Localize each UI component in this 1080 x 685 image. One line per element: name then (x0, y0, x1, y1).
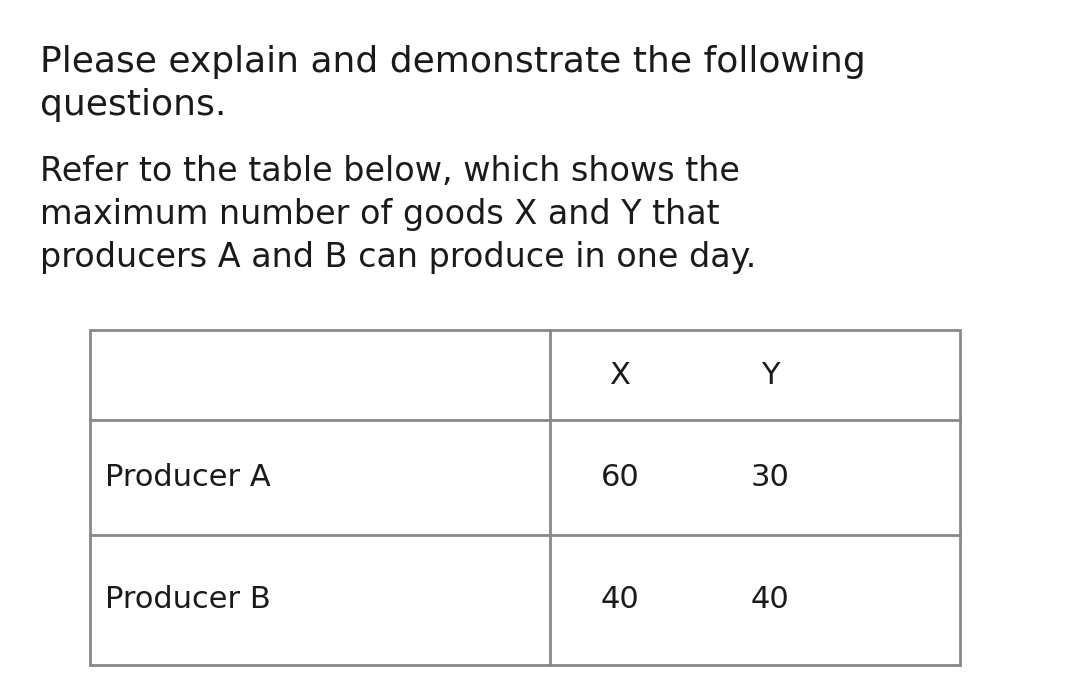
Text: 30: 30 (751, 463, 789, 492)
Text: producers A and B can produce in one day.: producers A and B can produce in one day… (40, 241, 756, 274)
Text: Refer to the table below, which shows the: Refer to the table below, which shows th… (40, 155, 740, 188)
Text: 40: 40 (751, 586, 789, 614)
Text: 40: 40 (600, 586, 639, 614)
Text: Producer B: Producer B (105, 586, 271, 614)
Text: Please explain and demonstrate the following: Please explain and demonstrate the follo… (40, 45, 866, 79)
Bar (90, 330, 960, 665)
Text: questions.: questions. (40, 88, 227, 122)
Text: 60: 60 (600, 463, 639, 492)
Text: Y: Y (760, 360, 780, 390)
Text: maximum number of goods X and Y that: maximum number of goods X and Y that (40, 198, 719, 231)
Text: X: X (609, 360, 631, 390)
Text: Producer A: Producer A (105, 463, 271, 492)
